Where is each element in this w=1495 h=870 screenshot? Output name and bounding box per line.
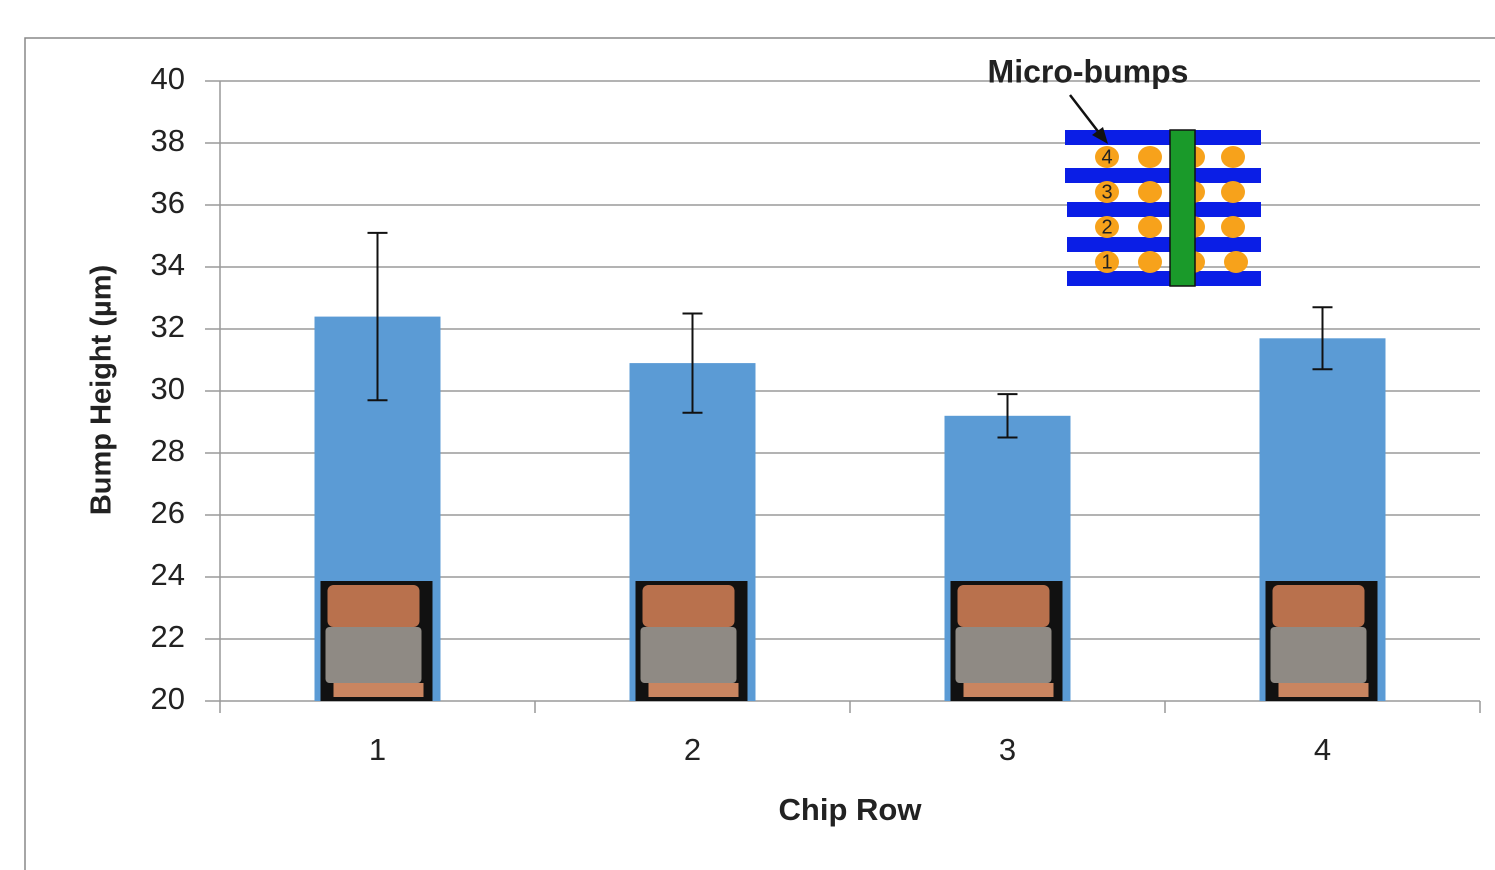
y-tick-label: 32 xyxy=(151,309,185,344)
x-tick-label: 3 xyxy=(999,732,1016,767)
y-tick-label: 28 xyxy=(151,433,185,468)
photo-solder xyxy=(641,627,737,683)
photo-pad xyxy=(964,683,1054,697)
photo-copper xyxy=(328,585,420,627)
bar-group xyxy=(630,363,756,701)
photo-pad xyxy=(1279,683,1369,697)
photo-solder xyxy=(326,627,422,683)
y-tick-label: 30 xyxy=(151,371,185,406)
annotation-text: Micro-bumps xyxy=(988,53,1189,89)
photo-copper xyxy=(643,585,735,627)
photo-pad xyxy=(649,683,739,697)
row-label: 1 xyxy=(1101,251,1112,273)
x-axis-title: Chip Row xyxy=(779,792,923,827)
y-tick-label: 34 xyxy=(151,247,185,282)
photo-copper xyxy=(1273,585,1365,627)
x-tick-label: 2 xyxy=(684,732,701,767)
x-tick-label: 1 xyxy=(369,732,386,767)
chart: Chip Row Bump Height (µm) 20222426283032… xyxy=(0,0,1495,870)
y-tick-label: 26 xyxy=(151,495,185,530)
bar-group xyxy=(945,416,1071,701)
y-axis-title: Bump Height (µm) xyxy=(86,265,118,515)
photo-pad xyxy=(334,683,424,697)
y-tick-label: 22 xyxy=(151,619,185,654)
bar-group xyxy=(1260,338,1386,701)
photo-solder xyxy=(956,627,1052,683)
y-tick-label: 38 xyxy=(151,123,185,158)
y-tick-label: 40 xyxy=(151,61,185,96)
photo-solder xyxy=(1271,627,1367,683)
x-tick-label: 4 xyxy=(1314,732,1331,767)
y-tick-label: 24 xyxy=(151,557,185,592)
row-label: 3 xyxy=(1101,181,1112,203)
y-tick-label: 36 xyxy=(151,185,185,220)
row-label: 4 xyxy=(1101,146,1112,168)
row-label: 2 xyxy=(1101,216,1112,238)
y-tick-label: 20 xyxy=(151,681,185,716)
photo-copper xyxy=(958,585,1050,627)
